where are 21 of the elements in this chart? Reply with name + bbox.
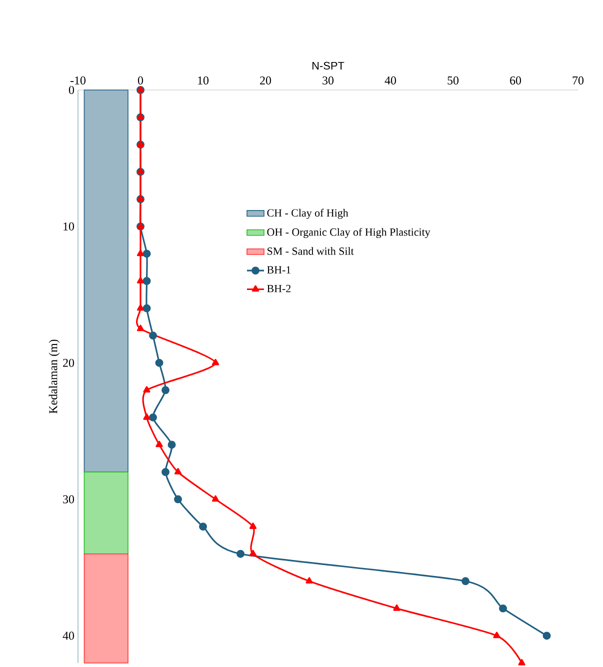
x-tick-label: 60 (510, 76, 522, 84)
legend-label: CH - Clay of High (267, 208, 348, 219)
x-tick-label: 30 (322, 76, 334, 84)
x-tick-label: -10 (70, 76, 86, 84)
x-tick-label: 40 (384, 76, 396, 84)
legend-label: SM - Sand with Silt (268, 247, 354, 255)
legend-label: BH-2 (267, 284, 291, 292)
x-tick-label: 0 (138, 76, 144, 84)
x-tick-label: 70 (572, 76, 584, 84)
y-axis-title: Kedalaman (m) (48, 340, 60, 414)
y-tick-label: 40 (62, 632, 74, 640)
y-tick-label: 20 (63, 358, 74, 367)
x-tick-label: 10 (198, 76, 209, 84)
x-tick-label: 20 (260, 76, 272, 84)
x-axis-title: N-SPT (312, 62, 344, 70)
y-tick-label: 10 (64, 222, 74, 230)
legend-label: OH - Organic Clay of High Plasticity (267, 228, 430, 238)
y-tick-label: 30 (63, 495, 74, 504)
x-tick-label: 50 (448, 76, 459, 84)
legend-label: BH-1 (267, 266, 290, 274)
y-tick-label: 0 (68, 86, 74, 94)
